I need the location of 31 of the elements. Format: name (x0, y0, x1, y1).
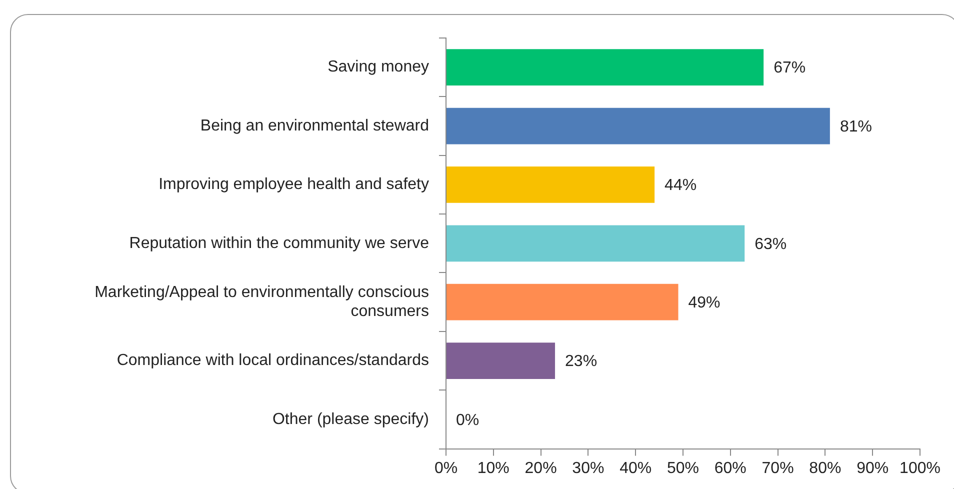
bar (446, 108, 830, 144)
x-tick-label: 20% (524, 460, 557, 477)
x-tick-label: 90% (856, 460, 889, 477)
x-tick-label: 0% (434, 460, 458, 477)
bar (446, 225, 745, 262)
y-tick-label: Saving money (328, 58, 429, 76)
y-tick-label: Improving employee health and safety (158, 176, 429, 194)
y-tick-label: Reputation within the community we serve (129, 234, 430, 252)
x-tick-label: 100% (900, 460, 940, 477)
data-label: 0% (456, 412, 480, 429)
x-tick-label: 60% (714, 460, 746, 477)
x-tick-label: 40% (620, 460, 652, 477)
bar (446, 342, 556, 379)
data-label: 23% (565, 353, 598, 370)
data-label: 67% (774, 60, 806, 77)
y-tick-label: Marketing/Appeal to environmentally conscious consumers (94, 284, 429, 320)
x-tick-label: 30% (572, 460, 604, 477)
data-label: 81% (840, 118, 872, 136)
bar (446, 49, 764, 86)
data-label: 49% (688, 294, 720, 312)
x-tick-label: 10% (477, 460, 510, 477)
y-tick-label: Other (please specify) (272, 410, 429, 428)
y-tick-label: Being an environmental steward (200, 117, 429, 134)
data-label: 44% (664, 177, 697, 194)
x-tick-label: 50% (666, 460, 700, 477)
data-label: 63% (754, 236, 787, 253)
x-tick-label: 70% (762, 460, 794, 477)
bar (446, 284, 678, 320)
bar (446, 166, 655, 203)
y-tick-label: Compliance with local ordinances/standards (116, 352, 429, 370)
x-tick-label: 80% (809, 460, 842, 477)
